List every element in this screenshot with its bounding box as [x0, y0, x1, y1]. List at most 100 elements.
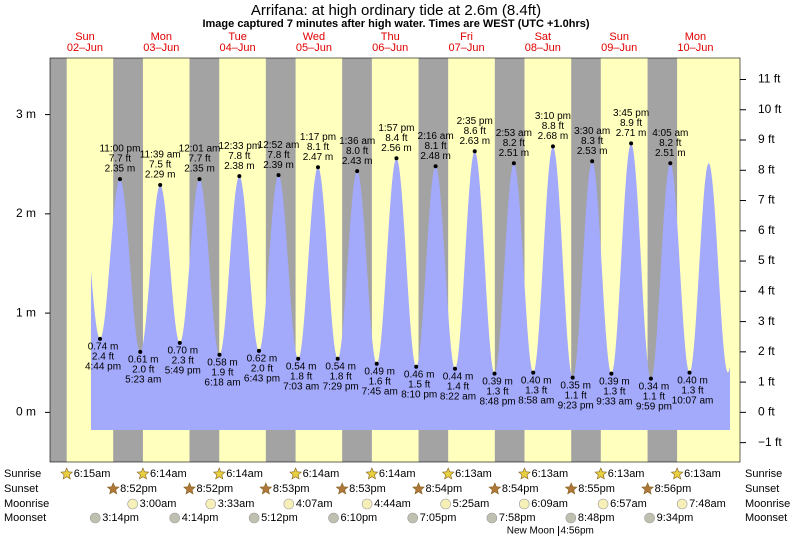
moonset-icon: [89, 512, 101, 524]
sunset-icon: [183, 482, 196, 495]
tide-point: [590, 159, 595, 164]
time-label: 12:52 am: [258, 140, 300, 151]
event-time: 7:05pm: [420, 512, 457, 524]
moonset-icon: [407, 512, 419, 524]
event-time: 8:48pm: [578, 512, 615, 524]
y-tick-label: 1 m: [16, 305, 36, 319]
time-label: 4:05 am: [652, 128, 688, 139]
moonset-icon: [248, 512, 260, 524]
tide-point: [394, 156, 399, 161]
row-label: Sunset: [745, 483, 779, 495]
tide-point: [256, 348, 261, 353]
height-label: 8.1 ft: [307, 142, 329, 153]
sunset-icon: [106, 482, 120, 495]
sunset-icon: [641, 482, 655, 495]
event-time: 8:54pm: [426, 483, 463, 495]
event-time: 7:48am: [689, 498, 726, 510]
height-label: 8.1 ft: [424, 141, 446, 152]
moon-phase-time: 4:56pm: [561, 526, 594, 537]
height-label: 0.61 m: [128, 354, 159, 365]
height-label: 2.0 ft: [132, 364, 154, 375]
height-label: 0.35 m: [560, 380, 591, 391]
tide-point: [217, 352, 222, 357]
event-time: 7:58pm: [499, 512, 536, 524]
moonrise-icon: [205, 498, 217, 510]
tide-point: [668, 161, 673, 166]
y2-tick-label: −1 ft: [758, 435, 782, 449]
tide-point: [472, 149, 477, 154]
sunset-icon: [259, 482, 273, 495]
moonrise-icon: [518, 498, 530, 510]
moonrise-icon: [283, 498, 295, 510]
height-label: 2.47 m: [303, 152, 334, 163]
event-time: 3:14pm: [102, 512, 139, 524]
time-label: 1:36 am: [339, 136, 375, 147]
height-label: 0.39 m: [482, 376, 513, 387]
moonset-icon: [565, 512, 577, 524]
event-time: 6:14am: [379, 468, 416, 480]
tide-point: [414, 364, 419, 369]
row-label: Sunrise: [745, 468, 782, 480]
height-label: 0.58 m: [207, 357, 238, 368]
time-label: 8:58 am: [518, 395, 554, 406]
row-label: Sunrise: [4, 468, 41, 480]
moon-phase-name: New Moon: [507, 526, 555, 537]
sunset-icon: [412, 482, 425, 495]
height-label: 1.8 ft: [330, 371, 352, 382]
event-time: 6:10pm: [341, 512, 378, 524]
height-label: 2.4 ft: [92, 352, 114, 363]
height-label: 0.74 m: [88, 342, 119, 353]
event-time: 5:12pm: [261, 512, 298, 524]
tide-point: [296, 356, 301, 361]
event-time: 8:52pm: [196, 483, 233, 495]
time-label: 2:16 am: [418, 131, 454, 142]
event-time: 8:54pm: [502, 483, 539, 495]
event-time: 8:53pm: [273, 483, 310, 495]
height-label: 2.63 m: [459, 136, 490, 147]
event-time: 8:52pm: [120, 483, 157, 495]
height-label: 7.8 ft: [228, 151, 250, 162]
y2-tick-label: 0 ft: [758, 405, 775, 419]
height-label: 1.3 ft: [603, 386, 625, 397]
y2-tick-label: 9 ft: [758, 132, 775, 146]
time-label: 3:10 pm: [535, 111, 571, 122]
chart-title: Arrifana: at high ordinary tide at 2.6m …: [251, 2, 541, 19]
height-label: 2.51 m: [655, 148, 686, 159]
time-label: 5:49 pm: [165, 366, 201, 377]
event-time: 4:14pm: [182, 512, 219, 524]
event-time: 9:34pm: [657, 512, 694, 524]
row-label: Moonrise: [745, 498, 790, 510]
time-label: 9:59 pm: [636, 401, 672, 412]
day-name: Tue: [228, 31, 247, 43]
height-label: 2.35 m: [105, 164, 136, 175]
tide-point: [609, 371, 614, 376]
height-label: 0.46 m: [404, 369, 435, 380]
day-name: Sun: [75, 31, 95, 43]
event-time: 6:13am: [684, 468, 721, 480]
height-label: 2.43 m: [342, 156, 373, 167]
height-label: 2.71 m: [616, 128, 647, 139]
sunrise-icon: [518, 467, 531, 480]
sunrise-icon: [594, 467, 608, 480]
sunrise-icon: [60, 467, 74, 480]
height-label: 8.8 ft: [542, 121, 564, 132]
event-time: 6:13am: [455, 468, 492, 480]
height-label: 1.6 ft: [369, 376, 391, 387]
day-date: 03–Jun: [143, 42, 179, 54]
moonset-icon: [328, 512, 339, 524]
height-label: 0.44 m: [443, 371, 474, 382]
time-label: 3:30 am: [574, 126, 610, 137]
event-time: 4:44am: [374, 498, 411, 510]
plot-frame: [49, 57, 741, 463]
height-label: 2.29 m: [145, 170, 176, 181]
day-date: 02–Jun: [67, 42, 103, 54]
y-tick-label: 2 m: [16, 206, 36, 220]
day-name: Sun: [609, 31, 629, 43]
height-label: 0.39 m: [599, 376, 630, 387]
event-time: 6:13am: [608, 468, 645, 480]
tide-point: [98, 336, 103, 341]
height-label: 2.39 m: [263, 160, 294, 171]
day-name: Fri: [460, 31, 473, 43]
height-label: 0.34 m: [639, 381, 670, 392]
